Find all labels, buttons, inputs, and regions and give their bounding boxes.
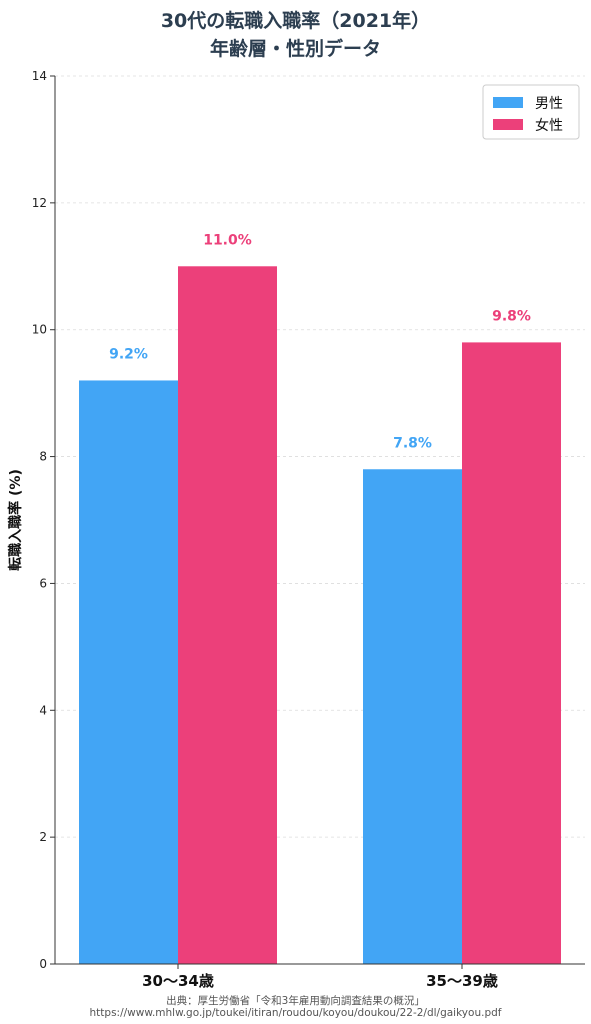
legend-label: 男性 [535, 96, 563, 112]
bar-male [363, 469, 462, 964]
x-tick-label: 30〜34歳 [142, 972, 214, 990]
y-tick-label: 0 [39, 957, 47, 971]
chart-title: 30代の転職入職率（2021年） [160, 10, 431, 32]
y-tick-label: 12 [32, 196, 47, 210]
bar-female [178, 266, 277, 964]
y-axis-label: 転職入職率 (%) [7, 469, 24, 571]
source-note: 出典：厚生労働省「令和3年雇用動向調査結果の概況」 [166, 995, 425, 1007]
data-label: 9.8% [492, 308, 531, 324]
bar-male [79, 380, 178, 964]
legend-swatch [493, 119, 523, 130]
y-tick-label: 10 [32, 323, 47, 337]
y-tick-label: 6 [39, 576, 47, 590]
bar-female [462, 342, 561, 964]
legend-swatch [493, 97, 523, 108]
legend-box [482, 84, 580, 140]
y-tick-label: 14 [32, 69, 47, 83]
source-url: https://www.mhlw.go.jp/toukei/itiran/rou… [89, 1007, 502, 1019]
y-tick-label: 8 [39, 450, 47, 464]
data-label: 9.2% [109, 346, 148, 362]
y-tick-label: 4 [39, 703, 47, 717]
data-label: 7.8% [393, 435, 432, 451]
bar-chart: 0 2 4 6 8 10 12 14 9.2% 7.8% 11.0% 9.8% 30〜34歳 35〜39歳… [7, 69, 585, 990]
x-tick-label: 35〜39歳 [426, 972, 498, 990]
chart-subtitle: 年齢層・性別データ [209, 38, 381, 60]
legend-label: 女性 [535, 117, 563, 134]
data-label: 11.0% [203, 232, 252, 248]
y-tick-label: 2 [39, 830, 47, 844]
